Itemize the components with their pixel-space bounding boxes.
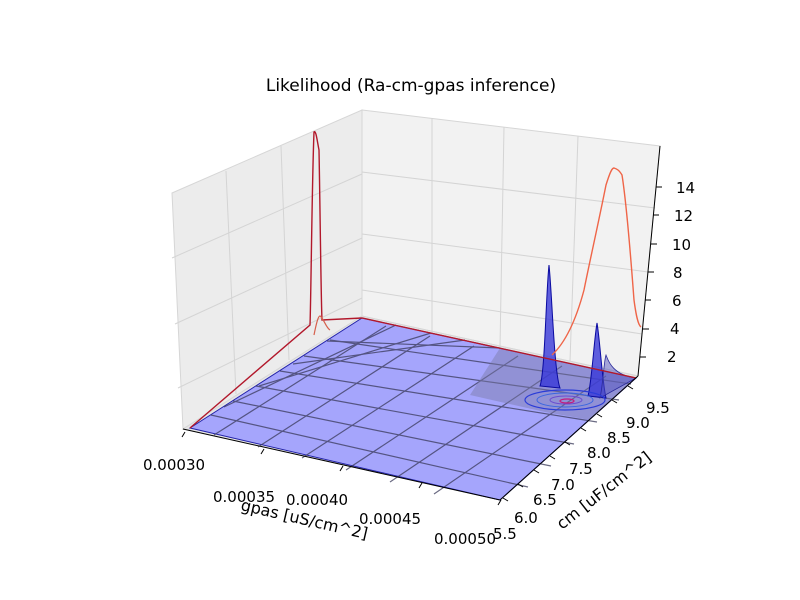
y-tick-label: 7.0 bbox=[551, 476, 575, 494]
z-tick-label: 4 bbox=[670, 320, 680, 338]
gridline bbox=[174, 237, 363, 325]
z-tick-label: 8 bbox=[673, 264, 683, 282]
x-tick-mark bbox=[418, 482, 423, 489]
y-axis-ticks bbox=[502, 385, 634, 502]
marginal-gpas-curve bbox=[189, 131, 637, 429]
mesh-line bbox=[255, 385, 575, 445]
mesh-line bbox=[292, 339, 466, 365]
y-tick-label: 6.0 bbox=[514, 509, 538, 527]
y-tick-mark bbox=[502, 497, 509, 502]
x-axis-ticks bbox=[181, 431, 502, 506]
x-tick-label: 0.00045 bbox=[359, 510, 421, 528]
y-axis-line bbox=[499, 375, 639, 501]
y-tick-mark bbox=[533, 469, 540, 474]
contour-ring bbox=[549, 395, 583, 405]
contour-ring bbox=[559, 398, 575, 404]
contour-lines bbox=[524, 389, 606, 411]
mesh-line bbox=[433, 375, 607, 495]
mesh-line bbox=[326, 340, 501, 349]
gridline bbox=[171, 173, 363, 259]
gridline bbox=[361, 289, 643, 335]
z-tick-label: 10 bbox=[672, 236, 691, 254]
mesh-line bbox=[279, 370, 598, 423]
x-tick-label: 0.00035 bbox=[213, 488, 275, 506]
mesh-line bbox=[329, 339, 632, 385]
gridline bbox=[499, 126, 505, 348]
y-tick-label: 5.5 bbox=[493, 525, 517, 543]
z-axis-ticks bbox=[640, 186, 662, 358]
x-tick-mark bbox=[260, 448, 265, 455]
gridline bbox=[280, 145, 290, 361]
z-tick-label: 12 bbox=[674, 207, 693, 225]
mesh-line bbox=[210, 414, 529, 488]
gridline bbox=[361, 233, 649, 273]
marginal-cm-curve bbox=[551, 167, 642, 356]
z-tick-label: 6 bbox=[672, 292, 682, 310]
mesh-line bbox=[301, 345, 475, 459]
mesh-line bbox=[232, 400, 552, 467]
y-tick-label: 9.5 bbox=[646, 399, 670, 417]
z-tick-label: 14 bbox=[676, 179, 695, 197]
y-tick-label: 8.0 bbox=[587, 444, 611, 462]
y-tick-label: 6.5 bbox=[533, 491, 557, 509]
z-tick-label: 2 bbox=[667, 348, 677, 366]
y-tick-label: 9.0 bbox=[626, 414, 650, 432]
z-axis-line bbox=[637, 145, 661, 377]
y-tick-label: 8.5 bbox=[607, 429, 631, 447]
x-tick-mark bbox=[339, 465, 344, 472]
y-tick-mark bbox=[580, 427, 587, 432]
y-tick-label: 7.5 bbox=[569, 460, 593, 478]
contour-ring bbox=[524, 389, 606, 411]
y-tick-mark bbox=[564, 441, 571, 446]
y-tick-mark bbox=[549, 455, 556, 460]
contour-ring bbox=[536, 392, 594, 408]
mesh-line bbox=[257, 335, 431, 448]
gridline bbox=[225, 170, 237, 395]
x-tick-mark bbox=[181, 431, 186, 438]
x-tick-label: 0.00040 bbox=[286, 491, 348, 509]
chart-title: Likelihood (Ra-cm-gpas inference) bbox=[266, 76, 556, 96]
mesh-line bbox=[345, 355, 519, 471]
x-axis-line bbox=[182, 428, 501, 501]
marginal-gpas-bump bbox=[313, 315, 331, 336]
surface-peak bbox=[539, 264, 561, 389]
x-tick-mark bbox=[497, 499, 502, 506]
mesh-line bbox=[258, 332, 432, 387]
x-tick-label: 0.00030 bbox=[143, 456, 205, 474]
mesh-line bbox=[223, 324, 397, 408]
pane-gridlines bbox=[171, 118, 656, 395]
gridline bbox=[569, 135, 579, 362]
y-tick-mark bbox=[611, 399, 618, 404]
x-tick-label: 0.00050 bbox=[434, 530, 496, 548]
y-tick-mark bbox=[627, 385, 634, 390]
gridline bbox=[177, 297, 363, 389]
y-tick-mark bbox=[517, 483, 524, 488]
y-tick-mark bbox=[596, 413, 603, 418]
gridline bbox=[361, 171, 656, 209]
